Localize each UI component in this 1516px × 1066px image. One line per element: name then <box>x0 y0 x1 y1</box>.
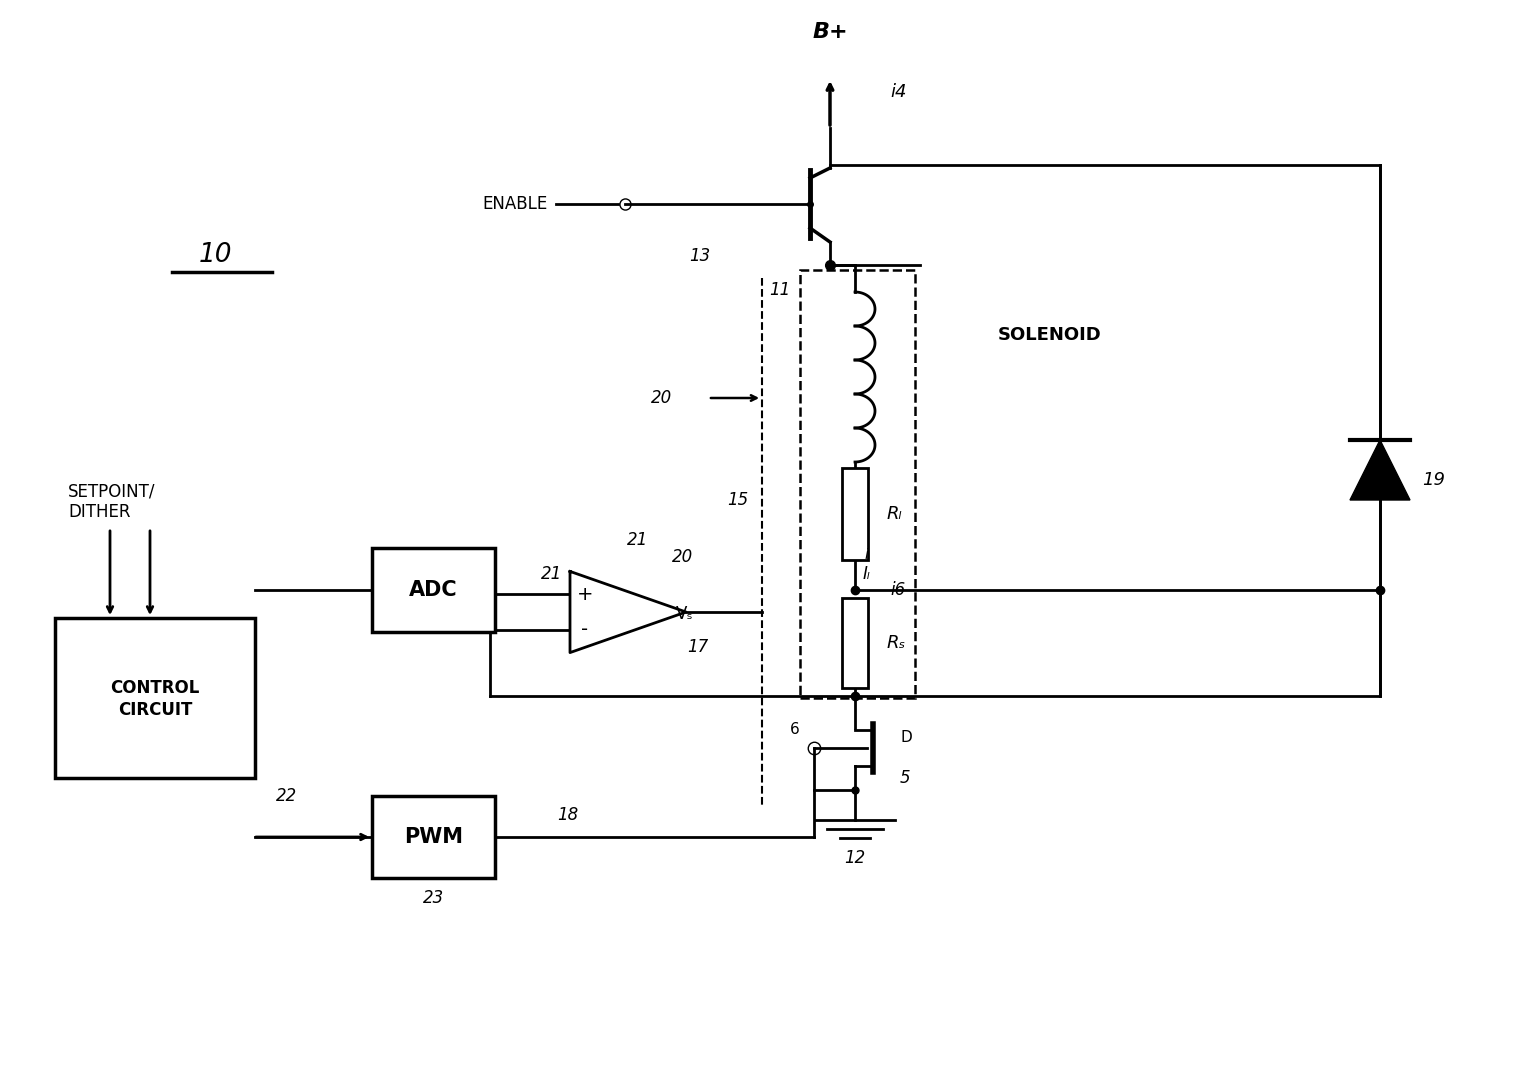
Text: 19: 19 <box>1422 471 1445 489</box>
Text: i: i <box>866 548 869 562</box>
Text: CIRCUIT: CIRCUIT <box>118 701 193 718</box>
Text: -: - <box>582 620 588 640</box>
Bar <box>841 598 869 688</box>
Text: 11: 11 <box>770 281 791 298</box>
Text: 23: 23 <box>423 889 444 907</box>
Text: 17: 17 <box>687 637 708 656</box>
Bar <box>55 618 255 778</box>
Text: B+: B+ <box>813 22 847 42</box>
Bar <box>371 548 496 632</box>
Text: 21: 21 <box>541 565 562 583</box>
Text: Rₛ: Rₛ <box>887 634 907 652</box>
Text: 6: 6 <box>790 723 800 738</box>
Text: Vₛ: Vₛ <box>676 605 694 623</box>
Text: i4: i4 <box>890 83 907 101</box>
Text: DITHER: DITHER <box>68 503 132 521</box>
Text: 18: 18 <box>558 806 579 824</box>
Text: Rₗ: Rₗ <box>887 505 902 523</box>
Text: PWM: PWM <box>403 827 462 847</box>
Polygon shape <box>1351 440 1410 500</box>
Text: 22: 22 <box>276 787 297 805</box>
Polygon shape <box>570 571 687 652</box>
Text: i6: i6 <box>890 581 905 599</box>
Text: 20: 20 <box>650 389 672 407</box>
Text: 20: 20 <box>673 548 694 566</box>
Bar <box>841 468 869 560</box>
Text: ENABLE: ENABLE <box>482 195 547 213</box>
Text: 5: 5 <box>901 769 911 787</box>
Text: SETPOINT/: SETPOINT/ <box>68 483 156 501</box>
Text: ADC: ADC <box>409 580 458 600</box>
Bar <box>800 270 916 698</box>
Text: 13: 13 <box>690 247 711 265</box>
Text: +: + <box>576 584 593 603</box>
Text: Iₗ: Iₗ <box>863 565 870 583</box>
Text: 10: 10 <box>199 242 232 268</box>
Text: 12: 12 <box>844 849 866 867</box>
Text: CONTROL: CONTROL <box>111 679 200 697</box>
Text: 21: 21 <box>628 531 649 549</box>
Bar <box>371 796 496 878</box>
Text: 15: 15 <box>726 491 747 508</box>
Text: SOLENOID: SOLENOID <box>998 326 1102 344</box>
Text: D: D <box>901 730 913 745</box>
